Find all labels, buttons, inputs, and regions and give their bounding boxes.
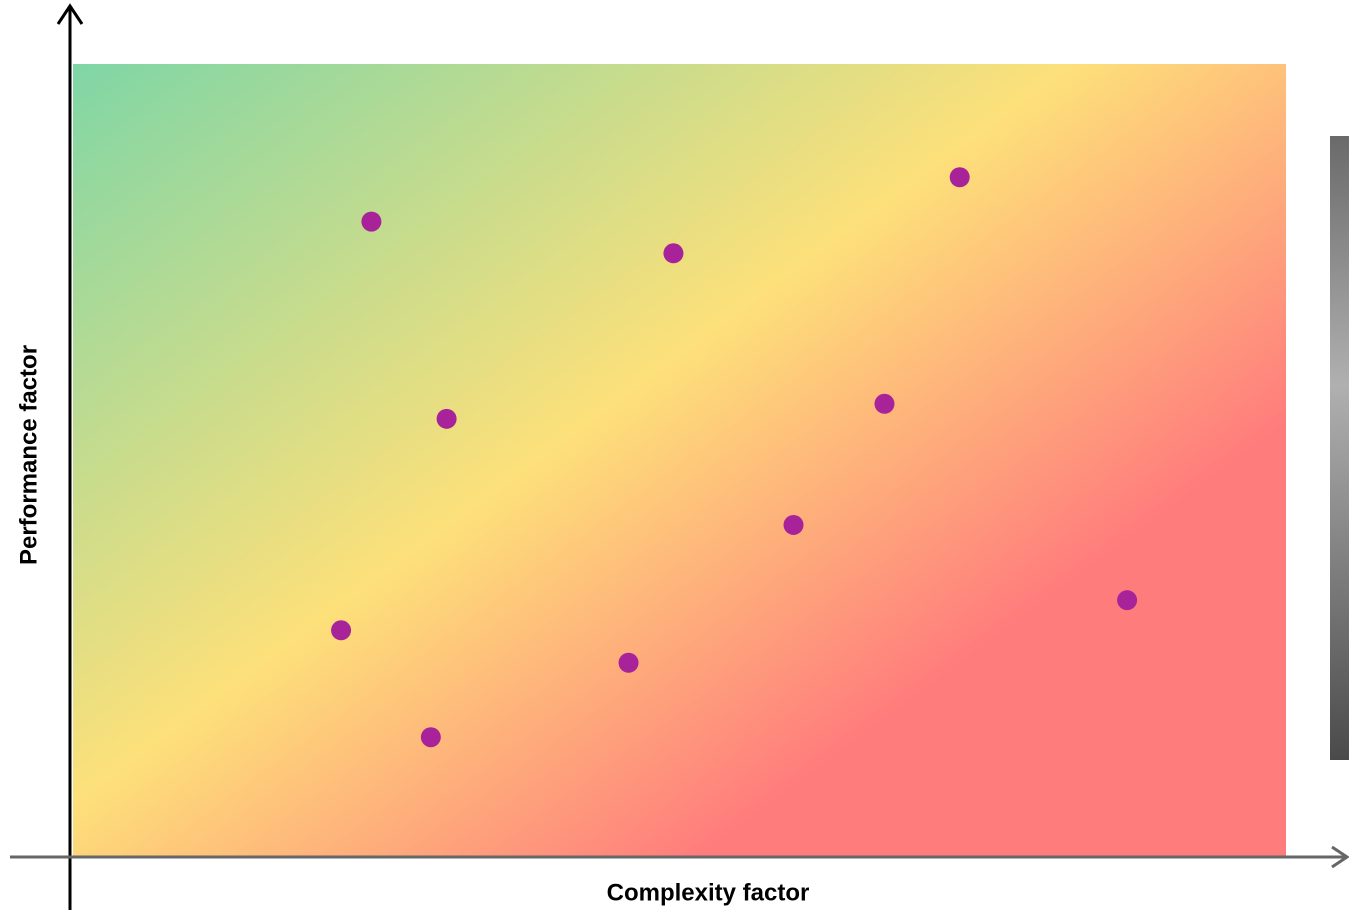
scatter-point — [436, 408, 457, 429]
scatter-point — [618, 652, 639, 673]
scatter-point — [874, 393, 895, 414]
scatter-point — [1117, 590, 1138, 611]
scatter-point — [663, 243, 684, 264]
x-axis-label: Complexity factor — [607, 879, 810, 906]
plot-background — [73, 64, 1286, 856]
x-axis-arrow — [1331, 845, 1349, 869]
side-image — [1330, 136, 1349, 760]
scatter-point — [420, 727, 441, 748]
y-axis-arrow — [56, 3, 84, 25]
scatter-point — [331, 620, 352, 641]
scatter-point — [783, 514, 804, 535]
scatter-point — [949, 167, 970, 188]
scatter-point — [361, 211, 382, 232]
y-axis-label: Performance factor — [15, 345, 42, 565]
